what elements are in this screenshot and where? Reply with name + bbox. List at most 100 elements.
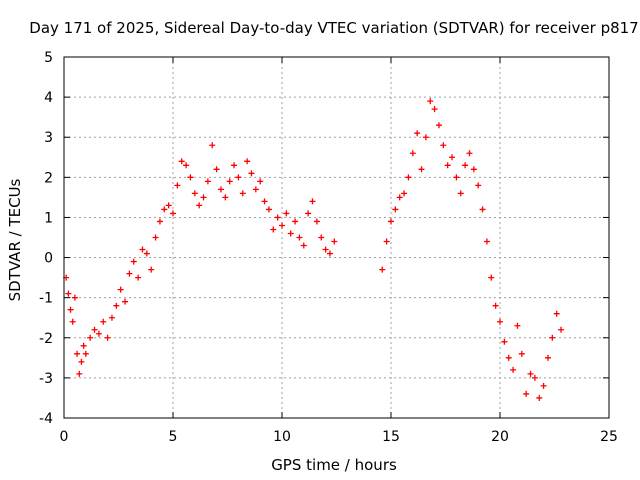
- data-point: [170, 210, 176, 217]
- data-point: [457, 190, 464, 197]
- data-point: [475, 182, 482, 189]
- data-point: [82, 350, 89, 357]
- data-point: [67, 306, 74, 313]
- y-tick-label: 0: [44, 251, 53, 267]
- data-point: [540, 382, 547, 389]
- data-point: [108, 314, 115, 321]
- data-point: [536, 394, 543, 401]
- data-point: [126, 270, 133, 277]
- data-point: [80, 342, 87, 349]
- data-point: [91, 326, 98, 333]
- data-point: [305, 210, 312, 217]
- data-point: [156, 218, 163, 225]
- data-point: [523, 390, 530, 397]
- y-tick-label: -1: [39, 291, 53, 307]
- data-point: [265, 206, 272, 213]
- x-tick-label: 10: [273, 429, 291, 445]
- data-point: [248, 170, 255, 177]
- data-point: [117, 286, 124, 293]
- x-tick-label: 15: [382, 429, 400, 445]
- y-tick-label: 5: [44, 50, 53, 66]
- data-point: [287, 230, 294, 237]
- data-point: [531, 374, 538, 381]
- data-point: [549, 334, 556, 341]
- data-point: [470, 166, 477, 173]
- y-tick-label: -3: [39, 371, 53, 387]
- data-point: [74, 350, 81, 357]
- data-point: [139, 246, 146, 253]
- y-tick-label: 4: [44, 90, 53, 106]
- data-point: [440, 142, 447, 149]
- data-point: [331, 238, 338, 245]
- data-point: [213, 166, 220, 173]
- data-point: [100, 318, 107, 325]
- data-point: [505, 354, 512, 361]
- data-point: [78, 358, 85, 365]
- data-point: [453, 174, 460, 181]
- y-tick-label: 2: [44, 170, 53, 186]
- data-point: [383, 238, 390, 245]
- data-point: [544, 354, 551, 361]
- x-tick-label: 25: [600, 429, 618, 445]
- data-point: [318, 234, 325, 241]
- data-point: [283, 210, 290, 217]
- data-point: [95, 330, 102, 337]
- data-point: [191, 190, 198, 197]
- data-point: [409, 150, 416, 157]
- data-point: [113, 302, 120, 309]
- data-point: [483, 238, 490, 245]
- data-point: [322, 246, 329, 253]
- plot-frame: [63, 56, 610, 419]
- x-tick-label: 5: [169, 429, 178, 445]
- x-tick-label: 20: [491, 429, 509, 445]
- data-point: [200, 194, 207, 201]
- data-point: [326, 250, 333, 257]
- data-point: [244, 158, 251, 165]
- data-point: [514, 322, 521, 329]
- data-point: [165, 202, 172, 209]
- data-point: [392, 206, 399, 213]
- data-point: [178, 158, 185, 165]
- data-point: [449, 154, 456, 161]
- data-point: [183, 162, 190, 169]
- data-point: [462, 162, 469, 169]
- data-point: [270, 226, 277, 233]
- data-point: [174, 182, 181, 189]
- axis-ticks: 0 5 10 15 20 25 -4 -3 -2 -1 0 1 2 3 4 5: [39, 50, 618, 445]
- data-point: [204, 178, 211, 185]
- data-point: [279, 222, 285, 229]
- data-point: [122, 298, 129, 305]
- y-axis-label: SDTVAR / TECUs: [6, 178, 24, 301]
- data-point: [135, 274, 142, 281]
- data-point: [296, 234, 303, 241]
- data-point: [261, 198, 268, 205]
- data-point: [239, 190, 246, 197]
- data-point: [418, 166, 425, 173]
- data-point: [231, 162, 238, 169]
- data-point: [104, 334, 111, 341]
- x-tick-label: 0: [60, 429, 69, 445]
- data-point: [69, 318, 76, 325]
- data-point: [148, 266, 155, 273]
- y-tick-label: 1: [44, 210, 53, 226]
- data-points: [63, 98, 565, 401]
- data-point: [292, 218, 299, 225]
- data-point: [130, 258, 137, 265]
- data-point: [300, 242, 307, 249]
- data-point: [257, 178, 264, 185]
- data-point: [252, 186, 259, 193]
- data-point: [527, 370, 534, 377]
- data-point: [414, 130, 421, 137]
- data-point: [492, 302, 499, 309]
- data-point: [466, 150, 473, 157]
- data-point: [510, 366, 517, 373]
- data-point: [431, 106, 438, 113]
- data-point: [235, 174, 242, 181]
- data-point: [196, 202, 203, 209]
- x-axis-label: GPS time / hours: [271, 456, 397, 474]
- data-point: [274, 214, 281, 221]
- data-point: [71, 294, 78, 301]
- data-point: [479, 206, 486, 213]
- data-point: [427, 98, 434, 105]
